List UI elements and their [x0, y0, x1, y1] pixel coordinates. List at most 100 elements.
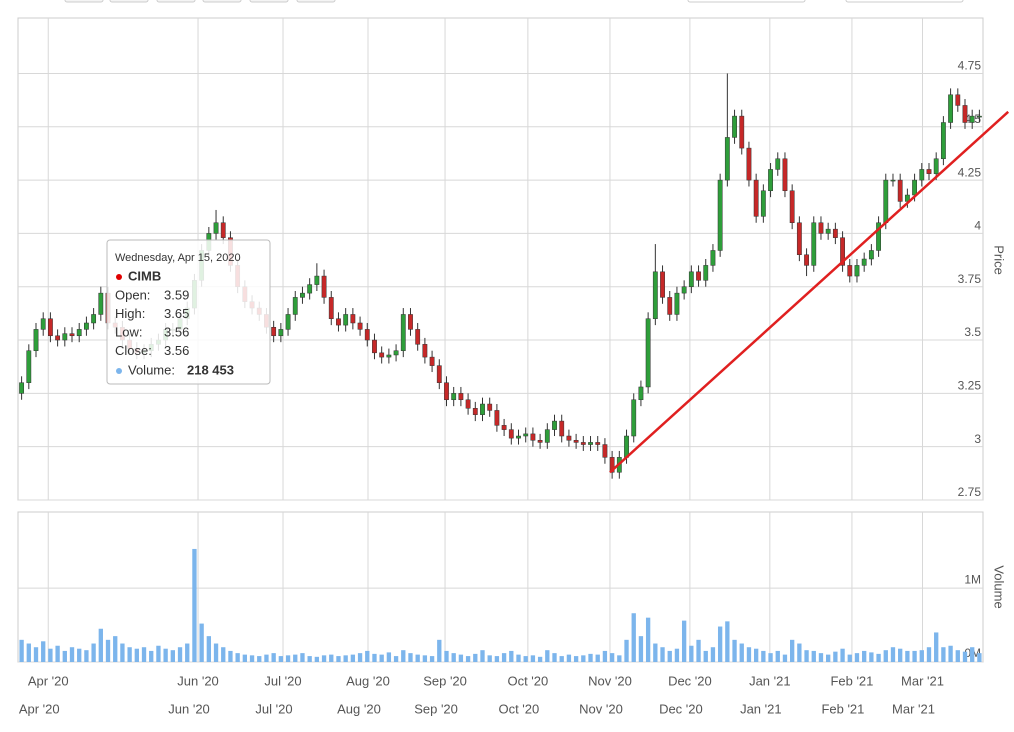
- volume-bar: [314, 656, 320, 662]
- y-axis-title: Price: [992, 245, 1007, 275]
- volume-bar: [804, 650, 809, 662]
- candle-body: [948, 94, 954, 123]
- candle-body: [624, 435, 629, 458]
- candle-body: [782, 158, 788, 192]
- volume-bar: [26, 643, 31, 662]
- candle-body: [868, 250, 874, 260]
- volume-bar: [350, 654, 356, 662]
- candle-body: [631, 399, 637, 437]
- volume-bar: [451, 653, 456, 662]
- volume-bar: [221, 647, 226, 662]
- tooltip-value: 3.56: [164, 343, 189, 358]
- volume-bar: [379, 654, 384, 662]
- candle-body: [703, 265, 709, 281]
- volume-bar: [753, 648, 759, 662]
- candle-body: [400, 314, 406, 351]
- candle-body: [768, 169, 773, 192]
- volume-bar: [408, 653, 413, 662]
- volume-bar: [790, 639, 795, 662]
- navigator-label: Feb '21: [821, 701, 864, 716]
- candle-body: [271, 326, 277, 337]
- x-tick-label: Jan '21: [749, 673, 791, 688]
- volume-bar: [84, 650, 89, 662]
- candle-body: [789, 190, 795, 223]
- volume-bar: [833, 651, 838, 662]
- range-button[interactable]: [202, 0, 242, 3]
- range-button[interactable]: [249, 0, 289, 3]
- volume-bar: [257, 656, 262, 662]
- range-button[interactable]: [156, 0, 196, 3]
- x-tick-label: Dec '20: [668, 673, 712, 688]
- navigator-label: Apr '20: [19, 701, 60, 716]
- volume-bar: [970, 647, 975, 662]
- candle-body: [832, 228, 838, 238]
- volume-bar: [113, 636, 118, 662]
- y-tick-label: 2.75: [958, 485, 982, 499]
- volume-bar: [170, 650, 175, 662]
- candle-body: [220, 222, 226, 238]
- candle-body: [523, 433, 529, 437]
- volume-bar: [862, 650, 867, 662]
- volume-bar: [473, 653, 478, 662]
- date-input[interactable]: [845, 0, 964, 3]
- candle-body: [19, 382, 25, 394]
- candle-body: [508, 429, 514, 439]
- candle-body: [595, 442, 601, 445]
- navigator-label: Sep '20: [414, 701, 458, 716]
- candle-body: [919, 169, 925, 181]
- date-input[interactable]: [687, 0, 806, 3]
- candle-body: [494, 410, 500, 426]
- y-tick-label: 4: [974, 219, 981, 233]
- volume-bar: [955, 650, 960, 662]
- volume-bar: [703, 650, 708, 662]
- candle-body: [566, 435, 572, 441]
- volume-bar: [509, 650, 514, 662]
- candle-body: [674, 292, 680, 315]
- candle-body: [436, 365, 442, 383]
- volume-bar: [566, 654, 572, 662]
- volume-bar: [912, 650, 917, 662]
- volume-bar: [602, 650, 608, 662]
- volume-bar: [163, 648, 168, 662]
- navigator-label: Jun '20: [168, 701, 210, 716]
- candle-body: [847, 265, 853, 277]
- range-button[interactable]: [64, 0, 104, 3]
- candle-body: [926, 169, 932, 174]
- volume-bar: [235, 653, 240, 662]
- candle-body: [681, 286, 687, 294]
- navigator-label: Jul '20: [255, 701, 292, 716]
- candle-body: [796, 222, 802, 255]
- volume-bar: [761, 650, 766, 662]
- volume-bar: [98, 628, 103, 662]
- candle-body: [544, 429, 550, 443]
- volume-bar: [660, 647, 665, 662]
- volume-bar: [696, 639, 701, 662]
- tooltip-dot: [116, 274, 122, 280]
- candle-body: [667, 297, 673, 315]
- volume-bar: [941, 647, 946, 662]
- candle-body: [537, 440, 543, 443]
- candle-body: [840, 237, 845, 266]
- candle-body: [818, 222, 824, 234]
- candle-body: [660, 271, 665, 298]
- candle-body: [307, 284, 313, 294]
- tooltip-box: [106, 239, 271, 385]
- candle-body: [739, 115, 745, 149]
- volume-bar: [840, 648, 845, 662]
- navigator-label: Nov '20: [579, 701, 623, 716]
- volume-bar: [624, 639, 629, 662]
- candle-body: [84, 322, 89, 330]
- tooltip-date: Wednesday, Apr 15, 2020: [115, 252, 241, 264]
- volume-bar: [343, 655, 348, 662]
- candle-body: [62, 333, 68, 341]
- volume-panel: [17, 511, 984, 663]
- volume-bar: [494, 656, 500, 662]
- candle-body: [408, 314, 413, 330]
- range-button[interactable]: [296, 0, 336, 3]
- volume-bar: [609, 653, 615, 662]
- x-tick-label: Jun '20: [177, 673, 219, 688]
- candle-body: [724, 137, 730, 181]
- range-button[interactable]: [109, 0, 149, 3]
- navigator-label: Mar '21: [892, 701, 935, 716]
